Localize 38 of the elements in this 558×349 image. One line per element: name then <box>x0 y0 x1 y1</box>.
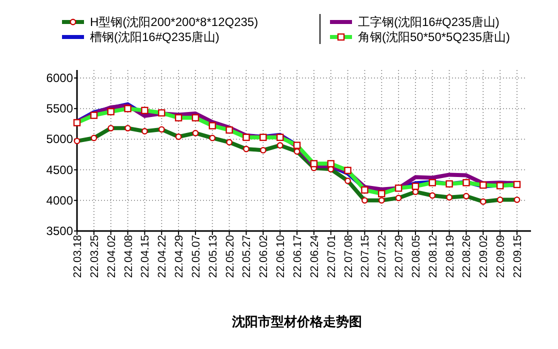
x-tick-label: 22.09.02 <box>478 235 490 278</box>
x-tick-label: 22.09.15 <box>512 235 524 278</box>
x-tick-label: 22.08.19 <box>444 235 456 278</box>
x-tick-label: 22.04.15 <box>140 235 152 278</box>
x-tick-label: 22.09.09 <box>495 235 508 278</box>
legend-label: H型钢(沈阳200*200*8*12Q235) <box>90 15 258 29</box>
x-tick-label: 22.06.02 <box>258 235 270 278</box>
x-tick-label: 22.05.13 <box>207 235 220 278</box>
x-tick-label: 22.07.01 <box>326 235 338 278</box>
x-tick-label: 22.07.08 <box>342 235 355 278</box>
y-tick-label: 3500 <box>46 224 74 238</box>
x-tick-label: 22.04.08 <box>122 235 135 278</box>
x-tick-label: 22.07.15 <box>360 235 372 278</box>
x-tick-label: 22.05.27 <box>241 235 254 278</box>
legend-label: 槽钢(沈阳16#Q235唐山) <box>90 30 220 44</box>
x-tick-label: 22.05.07 <box>190 235 202 278</box>
x-tick-label: 22.07.29 <box>394 235 406 278</box>
y-tick-label: 5500 <box>46 102 74 116</box>
y-tick-label: 6000 <box>46 71 74 85</box>
x-tick-label: 22.06.17 <box>292 235 304 278</box>
y-tick-label: 4000 <box>46 193 74 208</box>
x-tick-label: 22.04.02 <box>106 235 118 278</box>
x-tick-label: 22.07.22 <box>376 235 389 278</box>
x-tick-label: 22.04.29 <box>174 235 186 278</box>
x-tick-label: 22.06.10 <box>275 235 288 278</box>
y-tick-label: 4500 <box>46 162 74 177</box>
x-tick-label: 22.06.24 <box>308 235 321 278</box>
x-tick-label: 22.08.26 <box>461 235 474 278</box>
text: 沈阳市型材价格走势图 <box>231 314 362 329</box>
x-tick-label: 22.08.05 <box>410 235 422 278</box>
legend-label: 工字钢(沈阳16#Q235唐山) <box>358 15 500 29</box>
x-tick-label: 22.03.18 <box>72 235 84 278</box>
x-tick-label: 22.03.25 <box>88 235 101 278</box>
x-tick-label: 22.04.22 <box>156 235 169 278</box>
legend-label: 角钢(沈阳50*50*5Q235唐山) <box>358 30 510 44</box>
x-tick-label: 22.05.20 <box>224 235 236 278</box>
x-tick-label: 22.08.12 <box>427 235 440 278</box>
y-tick-label: 5000 <box>46 132 74 146</box>
